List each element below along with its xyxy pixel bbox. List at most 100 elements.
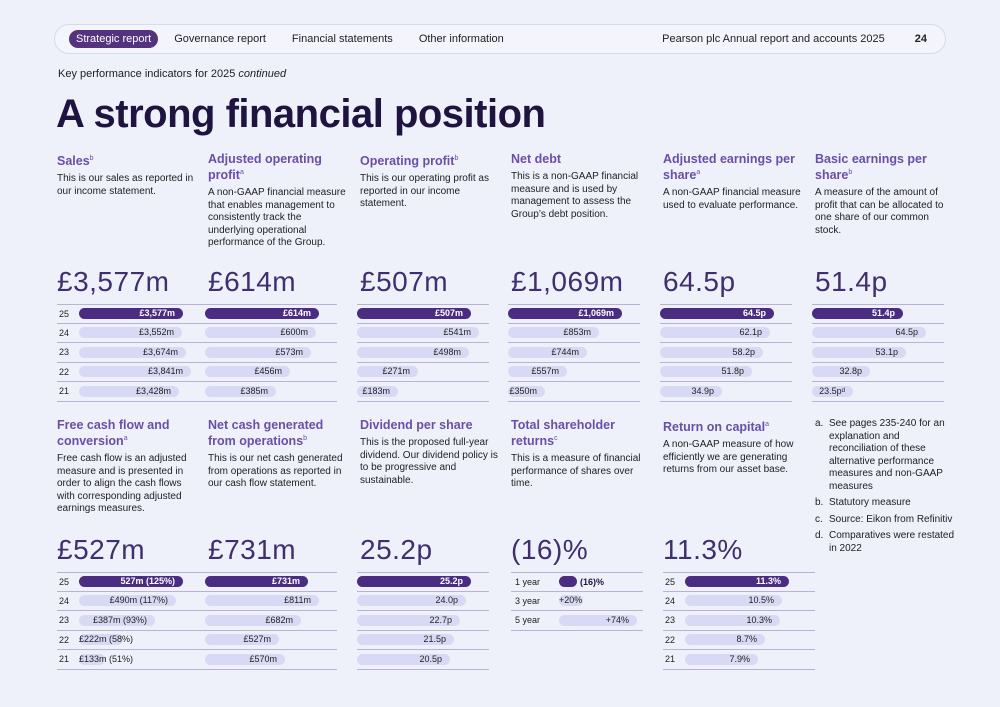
year-label: 21 xyxy=(59,386,70,397)
kpi-title: Operating profitb xyxy=(360,154,459,169)
year-label: 25 xyxy=(665,576,676,587)
footnote-text: Source: Eikon from Refinitiv xyxy=(829,513,953,525)
nav-tab-strategic-report[interactable]: Strategic report xyxy=(69,30,159,48)
kpi-title: Adjusted operating profita xyxy=(208,152,322,183)
kpi-headline-value: £731m xyxy=(208,534,297,565)
kpi-headline-value: £614m xyxy=(208,266,297,297)
kpi-description: A measure of the amount of profit that c… xyxy=(815,187,944,236)
current-year-bar: £731m xyxy=(205,576,308,588)
bar-row: 23 £3,674m xyxy=(57,343,209,363)
prior-year-bar: £183m xyxy=(357,385,398,397)
bar-row: 21.5p xyxy=(357,631,489,650)
bar-row: 58.2p xyxy=(660,343,792,363)
nav-tab-financial-statements[interactable]: Financial statements xyxy=(291,33,393,45)
bar-row: £350m xyxy=(508,382,640,402)
prior-year-bar: 23.5pᵈ xyxy=(812,385,853,397)
bar-row: 22 8.7% xyxy=(663,631,815,650)
current-year-bar: 51.4p xyxy=(812,308,903,320)
kpi-title: Total shareholder returnsc xyxy=(511,418,615,449)
kpi-description: This is the proposed full-year dividend.… xyxy=(360,437,498,486)
bar-row: 51.8p xyxy=(660,363,792,382)
year-label: 22 xyxy=(59,366,70,377)
current-year-bar: 11.3% xyxy=(685,576,789,588)
prior-year-bar: 22.7p xyxy=(357,614,460,626)
page-number: 24 xyxy=(914,33,927,45)
kpi-title-footnote: b xyxy=(303,435,308,442)
prior-year-bar: 24.0p xyxy=(357,595,466,607)
kpi-headline-value: £507m xyxy=(360,266,449,297)
prior-year-bar: £570m xyxy=(205,653,285,665)
prior-year-bar: £557m xyxy=(508,366,567,378)
kpi-description: This is a measure of financial performan… xyxy=(511,453,641,490)
kpi-top-3: Net debt This is a non-GAAP financial mea… xyxy=(511,152,651,221)
current-year-bar: £1,069m xyxy=(508,308,622,320)
prior-year-bar: £385m xyxy=(205,385,276,397)
bar-row: £456m xyxy=(205,363,337,382)
kpi-title: Return on capitala xyxy=(663,420,769,435)
bar-row: 22 £222m (58%) xyxy=(57,631,209,650)
bar-row: £271m xyxy=(357,363,489,382)
kpi-bottom-3: Total shareholder returnsc This is a meas… xyxy=(511,418,651,491)
bar-row: £527m xyxy=(205,631,337,650)
bar-row: £811m xyxy=(205,592,337,611)
bar-row: £570m xyxy=(205,650,337,670)
current-year-bar: £507m xyxy=(357,308,471,320)
kpi-top-0: Salesb This is our sales as reported in o… xyxy=(57,152,197,198)
bar-row: £498m xyxy=(357,343,489,363)
kpi-history-bars: 25 £3,577m 24 £3,552m 23 £3,674m 22 £3,841m 21 £3… xyxy=(57,304,209,402)
bar-row: £573m xyxy=(205,343,337,363)
bar-row: £557m xyxy=(508,363,640,382)
bar-row: 22.7p xyxy=(357,611,489,631)
kpi-history-bars: 64.5p 62.1p 58.2p 51.8p 34.9p xyxy=(660,304,792,402)
kpi-title-footnote: b xyxy=(848,169,853,176)
nav-tab-other-information[interactable]: Other information xyxy=(418,33,504,45)
kpi-top-4: Adjusted earnings per sharea A non-GAAP f… xyxy=(663,152,803,212)
prior-year-bar: 64.5p xyxy=(812,327,926,339)
kpi-headline-value: 64.5p xyxy=(663,266,736,297)
kpi-history-bars: £1,069m £853m £744m £557m £350m xyxy=(508,304,640,402)
prior-year-bar: £133m (51%) xyxy=(79,653,134,665)
bar-row: 5 year +74% xyxy=(511,611,643,631)
bar-row: 64.5p xyxy=(812,324,944,343)
bar-row: £385m xyxy=(205,382,337,402)
prior-year-bar: £744m xyxy=(508,346,587,358)
prior-year-bar: 7.9% xyxy=(685,653,758,665)
bar-row: 21 £133m (51%) xyxy=(57,650,209,670)
bar-row: £731m xyxy=(205,572,337,592)
bar-row: £1,069m xyxy=(508,304,640,324)
bar-row: 25 527m (125%) xyxy=(57,572,209,592)
kpi-headline-value: £3,577m xyxy=(57,266,170,297)
prior-year-bar: 51.8p xyxy=(660,366,752,378)
kpi-bottom-4: Return on capitala A non-GAAP measure of … xyxy=(663,418,803,477)
prior-year-bar: £600m xyxy=(205,327,316,339)
nav-tab-governance-report[interactable]: Governance report xyxy=(174,33,266,45)
prior-year-bar: 8.7% xyxy=(685,634,765,646)
year-label: 23 xyxy=(59,347,70,358)
section-subtitle: Key performance indicators for 2025 cont… xyxy=(58,68,287,80)
kpi-bottom-0: Free cash flow and conversiona Free cash … xyxy=(57,418,197,516)
prior-year-bar: 53.1p xyxy=(812,346,906,358)
kpi-history-bars: 1 year (16)% 3 year +20% 5 year +74% xyxy=(511,572,643,631)
kpi-title: Net cash generated from operationsb xyxy=(208,418,324,449)
prior-year-bar: 20.5p xyxy=(357,653,450,665)
kpi-history-bars: 25 527m (125%) 24 £490m (117%) 23 £387m (93%)… xyxy=(57,572,209,670)
kpi-title-footnote: a xyxy=(696,169,701,176)
footnote-4: d. Comparatives were restated in 2022 xyxy=(815,530,955,555)
period-label: 3 year xyxy=(515,595,541,606)
bar-row: £541m xyxy=(357,324,489,343)
prior-year-bar: £527m xyxy=(205,634,279,646)
kpi-title: Adjusted earnings per sharea xyxy=(663,152,795,183)
kpi-description: A non-GAAP financial measure used to eva… xyxy=(663,187,801,211)
kpi-title-footnote: a xyxy=(765,421,769,428)
bar-row: £682m xyxy=(205,611,337,631)
kpi-headline-value: (16)% xyxy=(511,534,589,565)
kpi-title-footnote: c xyxy=(554,435,558,442)
year-label: 23 xyxy=(59,615,70,626)
kpi-title-footnote: b xyxy=(89,155,94,162)
footnote-1: a. See pages 235-240 for an explanation a… xyxy=(815,418,955,493)
prior-year-bar: 62.1p xyxy=(660,327,770,339)
kpi-history-bars: £614m £600m £573m £456m £385m xyxy=(205,304,337,402)
bar-row: 22 £3,841m xyxy=(57,363,209,382)
year-label: 24 xyxy=(665,595,676,606)
prior-year-bar: £456m xyxy=(205,366,290,378)
